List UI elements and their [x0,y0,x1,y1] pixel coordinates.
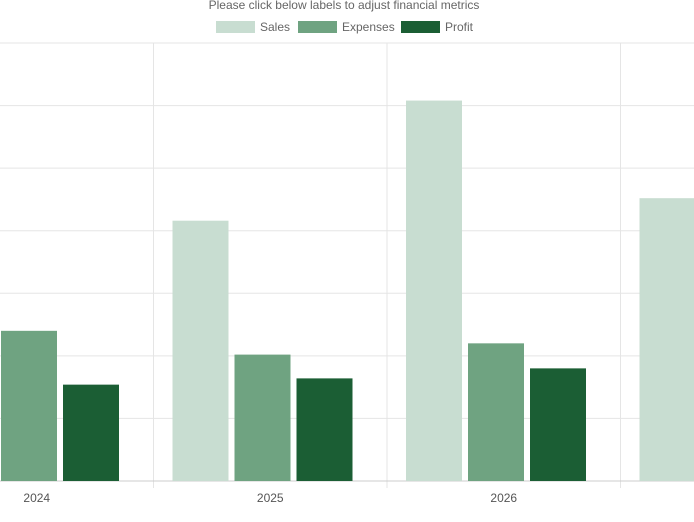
legend-label: Expenses [342,20,395,34]
bar-sales-2025[interactable] [172,220,229,481]
legend-swatch [216,21,255,33]
bar-expenses-2026[interactable] [468,343,524,481]
bar-expenses-2024[interactable] [1,330,57,481]
chart-subtitle: Please click below labels to adjust fina… [209,0,480,12]
legend-swatch [298,21,337,33]
legend-label: Sales [260,20,290,34]
legend-item-sales[interactable]: Sales [216,20,290,34]
x-tick-label: 2024 [23,491,50,505]
bar-profit-2025[interactable] [296,378,353,481]
bar-expenses-2025[interactable] [234,354,291,481]
legend-item-expenses[interactable]: Expenses [298,20,395,34]
legend-swatch [401,21,440,33]
legend-item-profit[interactable]: Profit [401,20,474,34]
bar-profit-2024[interactable] [63,384,119,481]
bar-sales-2027[interactable] [639,198,694,482]
bar-profit-2026[interactable] [530,368,586,481]
x-axis-ticks: 2024202520262027 [23,491,517,505]
x-tick-label: 2025 [257,491,284,505]
x-tick-label: 2026 [490,491,517,505]
legend-label: Profit [445,20,474,34]
bar-sales-2026[interactable] [406,100,462,482]
legend: Sales Expenses Profit [216,20,474,34]
bars [1,100,694,482]
